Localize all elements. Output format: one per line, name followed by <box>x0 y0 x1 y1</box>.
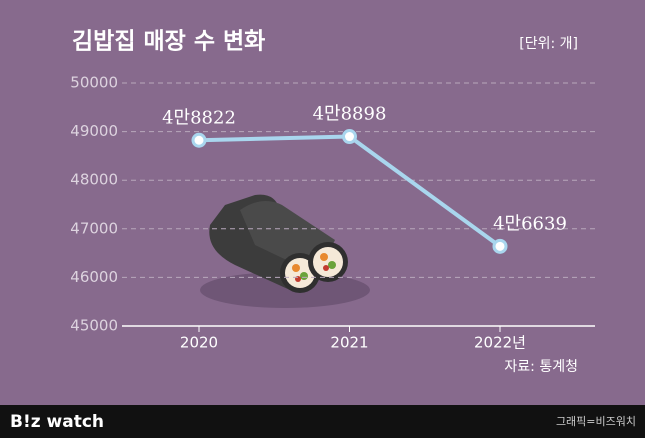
data-point <box>492 238 508 254</box>
y-tick-label: 49000 <box>70 122 118 140</box>
data-point <box>342 129 357 145</box>
x-tick-label: 2021 <box>330 334 368 352</box>
data-point <box>191 132 207 148</box>
footer-bar <box>0 405 645 438</box>
data-label: 4만8822 <box>162 107 236 128</box>
y-tick-label: 48000 <box>70 171 118 189</box>
data-label: 4만8898 <box>313 104 387 125</box>
data-label: 4만6639 <box>493 213 567 234</box>
kimbap-illustration <box>200 194 370 308</box>
chart-title: 김밥집 매장 수 변화 <box>72 29 265 55</box>
y-tick-label: 46000 <box>70 268 118 286</box>
background <box>0 0 645 405</box>
y-tick-label: 45000 <box>70 317 118 335</box>
unit-label: [단위: 개] <box>519 36 578 52</box>
y-tick-label: 50000 <box>70 74 118 92</box>
footer-logo: B!z watch <box>10 412 104 432</box>
footer-credit: 그래픽=비즈워치 <box>556 415 636 428</box>
y-tick-label: 47000 <box>70 219 118 237</box>
source: 자료: 통계청 <box>504 359 578 375</box>
x-tick-label: 2020 <box>180 334 218 352</box>
x-tick-label: 2022년 <box>474 334 526 352</box>
